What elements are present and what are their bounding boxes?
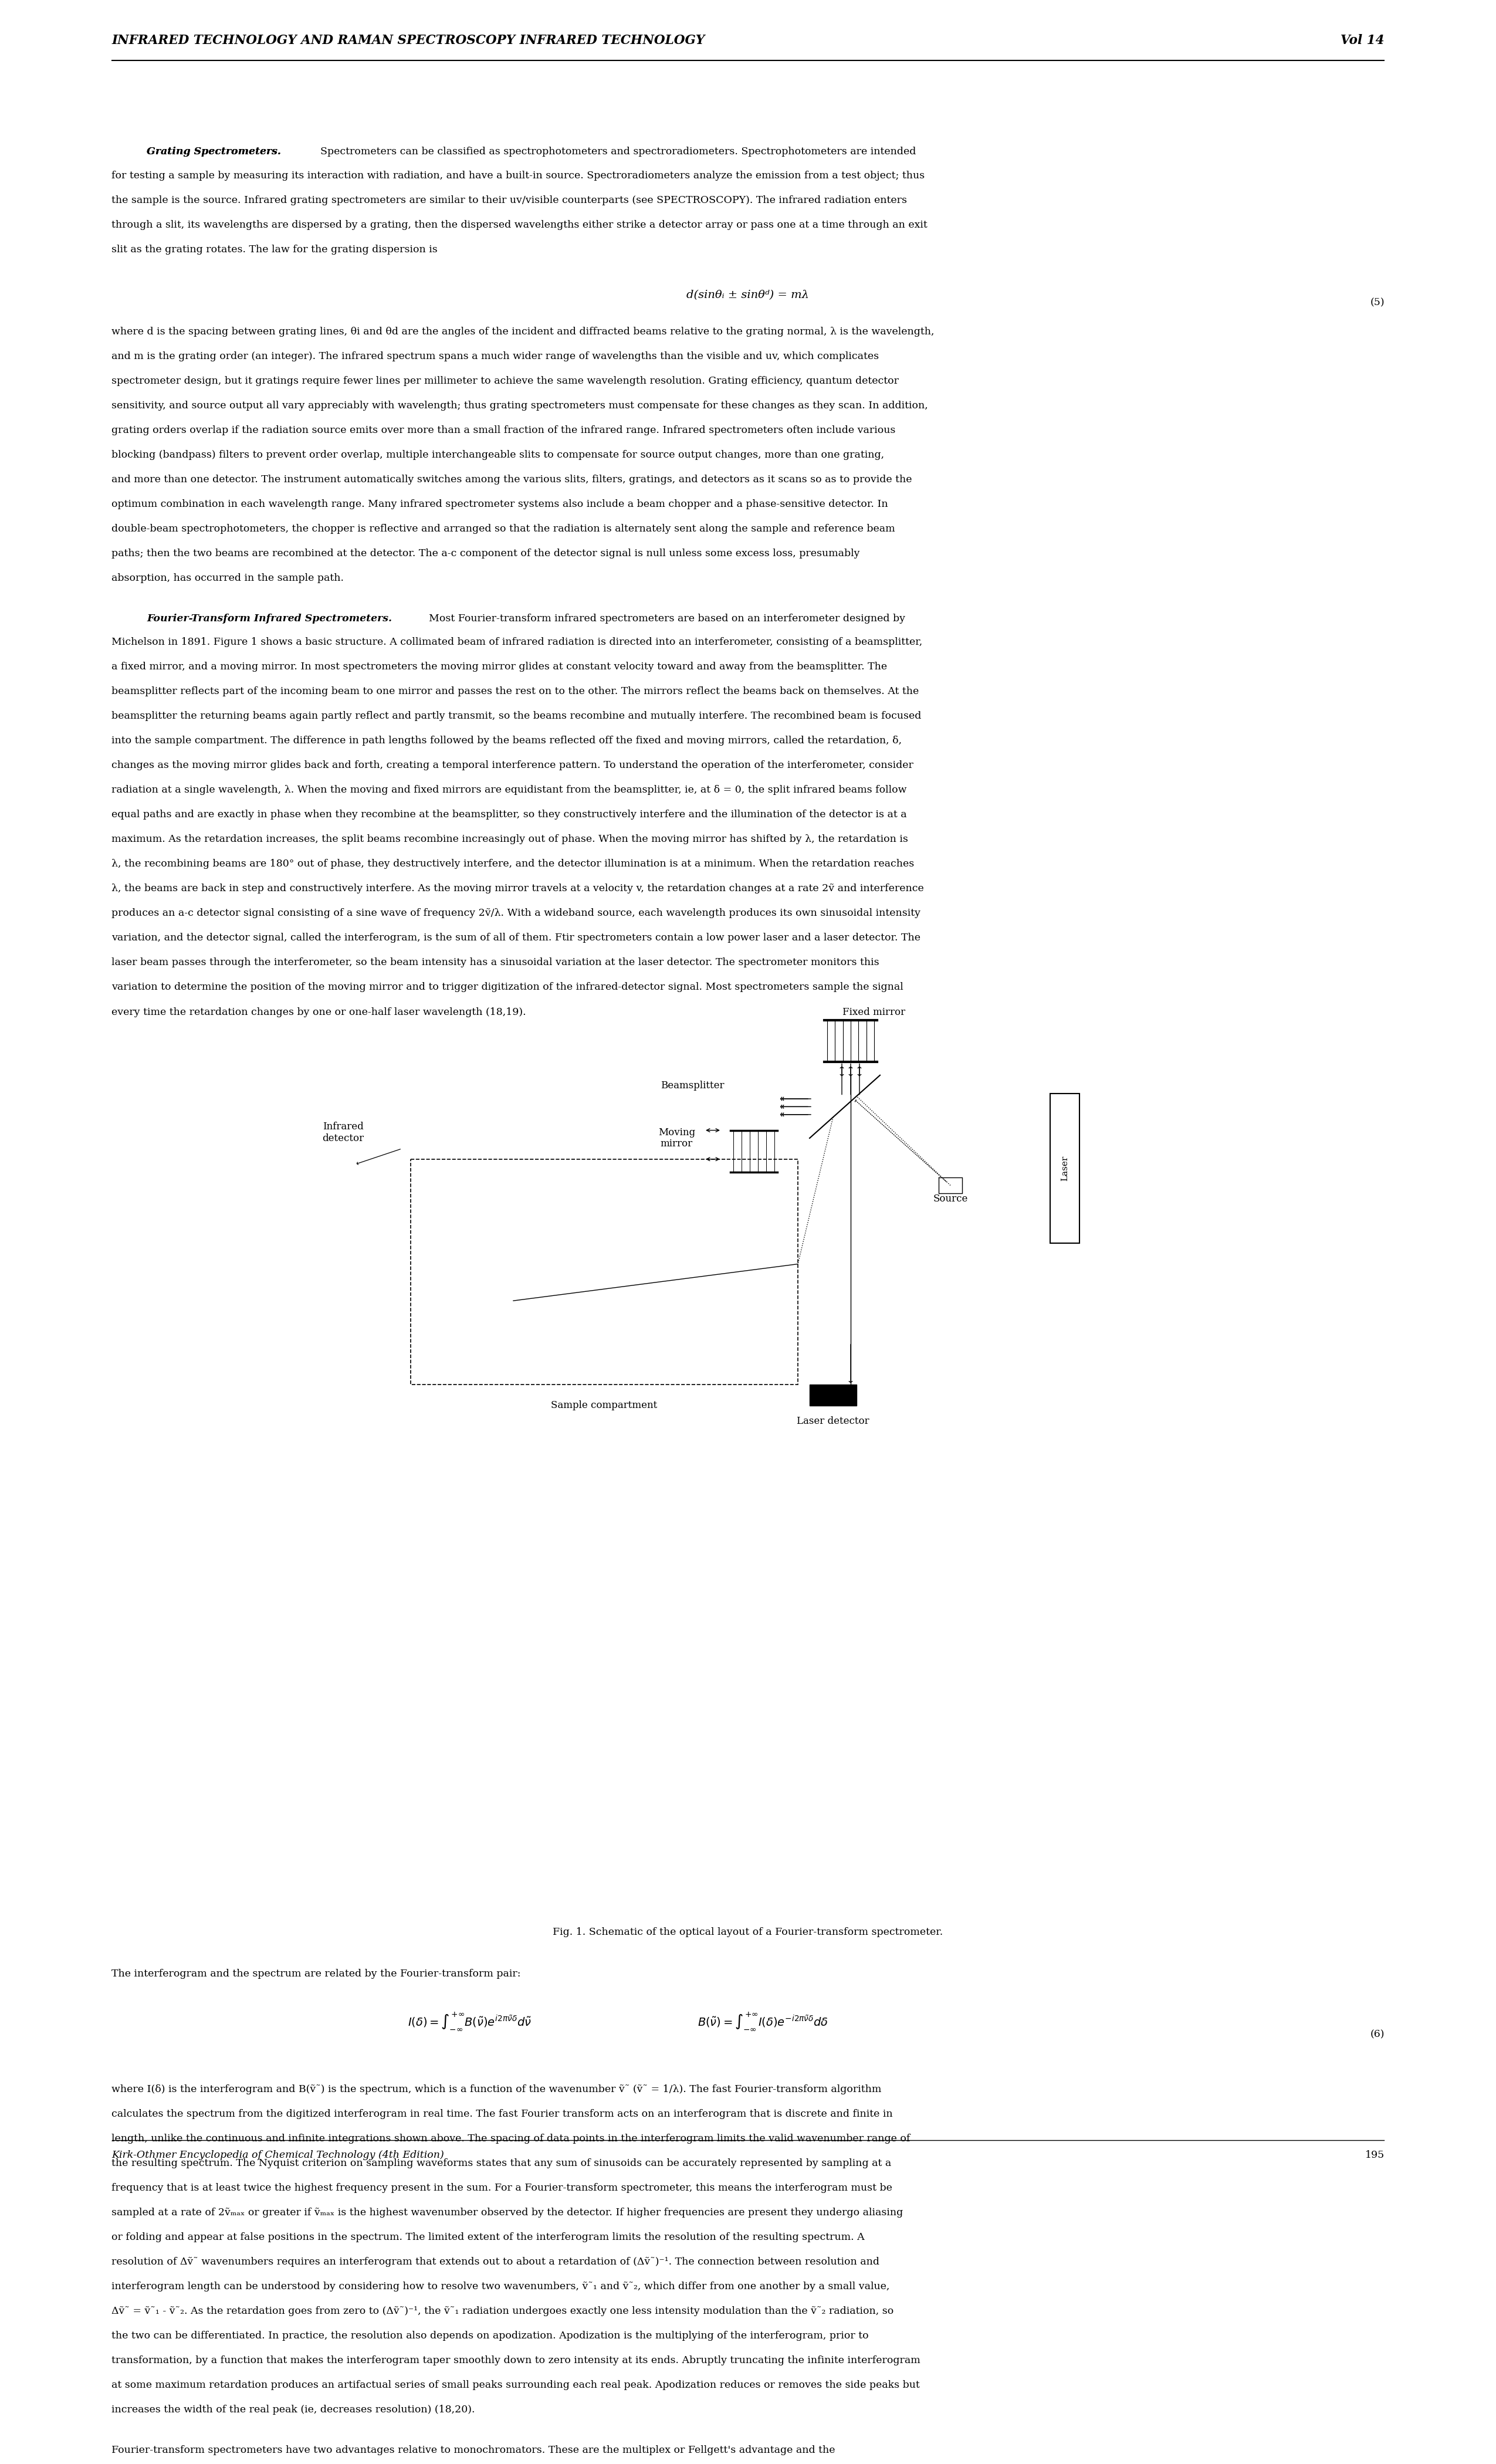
Text: slit as the grating rotates. The law for the grating dispersion is: slit as the grating rotates. The law for… <box>112 244 437 254</box>
Text: Fourier-Transform Infrared Spectrometers.: Fourier-Transform Infrared Spectrometers… <box>147 614 392 623</box>
Text: transformation, by a function that makes the interferogram taper smoothly down t: transformation, by a function that makes… <box>112 2356 920 2365</box>
Text: Laser: Laser <box>1061 1156 1070 1180</box>
Text: Spectrometers can be classified as spectrophotometers and spectroradiometers. Sp: Spectrometers can be classified as spect… <box>314 148 916 158</box>
Text: d(sinθᵢ ± sinθᵈ) = mλ: d(sinθᵢ ± sinθᵈ) = mλ <box>687 291 809 301</box>
Text: (6): (6) <box>1370 2030 1384 2040</box>
Text: equal paths and are exactly in phase when they recombine at the beamsplitter, so: equal paths and are exactly in phase whe… <box>112 811 907 821</box>
Text: (5): (5) <box>1370 298 1384 308</box>
Text: variation to determine the position of the moving mirror and to trigger digitiza: variation to determine the position of t… <box>112 983 904 993</box>
Text: frequency that is at least twice the highest frequency present in the sum. For a: frequency that is at least twice the hig… <box>112 2183 892 2193</box>
Text: Fourier-transform spectrometers have two advantages relative to monochromators. : Fourier-transform spectrometers have two… <box>112 2444 835 2454</box>
Text: produces an a-c detector signal consisting of a sine wave of frequency 2ṽ/λ. Wi: produces an a-c detector signal consisti… <box>112 909 920 919</box>
Text: the resulting spectrum. The Nyquist criterion on sampling waveforms states that : the resulting spectrum. The Nyquist crit… <box>112 2158 892 2168</box>
Text: λ, the recombining beams are 180° out of phase, they destructively interfere, an: λ, the recombining beams are 180° out of… <box>112 860 914 870</box>
Text: or folding and appear at false positions in the spectrum. The limited extent of : or folding and appear at false positions… <box>112 2232 865 2242</box>
Text: $B(\tilde{\nu}) = \int_{-\infty}^{+\infty} I(\delta) e^{-i2\pi\tilde{\nu}\delta}: $B(\tilde{\nu}) = \int_{-\infty}^{+\inft… <box>697 2011 829 2033</box>
Text: where I(δ) is the interferogram and B(ṽ˜) is the spectrum, which is a function o: where I(δ) is the interferogram and B(ṽ˜… <box>112 2085 881 2094</box>
Text: Δṽ˜ = ṽ˜₁ - ṽ˜₂. As the retardation goes from zero to (Δṽ˜)⁻¹, the ṽ˜₁ radiation: Δṽ˜ = ṽ˜₁ - ṽ˜₂. As the retardation goes… <box>112 2306 893 2316</box>
Text: grating orders overlap if the radiation source emits over more than a small frac: grating orders overlap if the radiation … <box>112 426 896 436</box>
Text: length, unlike the continuous and infinite integrations shown above. The spacing: length, unlike the continuous and infini… <box>112 2134 910 2144</box>
Text: Most Fourier-transform infrared spectrometers are based on an interferometer des: Most Fourier-transform infrared spectrom… <box>422 614 905 623</box>
Text: Michelson in 1891. Figure 1 shows a basic structure. A collimated beam of infrar: Michelson in 1891. Figure 1 shows a basi… <box>112 638 923 648</box>
Text: and m is the grating order (an integer). The infrared spectrum spans a much wide: and m is the grating order (an integer).… <box>112 352 880 362</box>
Text: the two can be differentiated. In practice, the resolution also depends on apodi: the two can be differentiated. In practi… <box>112 2331 869 2341</box>
Text: every time the retardation changes by one or one-half laser wavelength (18,19).: every time the retardation changes by on… <box>112 1008 527 1018</box>
Text: beamsplitter reflects part of the incoming beam to one mirror and passes the res: beamsplitter reflects part of the incomi… <box>112 687 919 697</box>
Text: Vol 14: Vol 14 <box>1340 34 1384 47</box>
Text: a fixed mirror, and a moving mirror. In most spectrometers the moving mirror gli: a fixed mirror, and a moving mirror. In … <box>112 663 887 673</box>
Text: $I(\delta) = \int_{-\infty}^{+\infty} B(\tilde{\nu}) e^{i2\pi\tilde{\nu}\delta} : $I(\delta) = \int_{-\infty}^{+\infty} B(… <box>407 2011 531 2033</box>
Text: spectrometer design, but it gratings require fewer lines per millimeter to achie: spectrometer design, but it gratings req… <box>112 377 899 387</box>
Text: Sample compartment: Sample compartment <box>551 1400 657 1409</box>
Text: variation, and the detector signal, called the interferogram, is the sum of all : variation, and the detector signal, call… <box>112 934 920 944</box>
Text: laser beam passes through the interferometer, so the beam intensity has a sinuso: laser beam passes through the interferom… <box>112 958 880 968</box>
Text: blocking (bandpass) filters to prevent order overlap, multiple interchangeable s: blocking (bandpass) filters to prevent o… <box>112 451 884 461</box>
Text: INFRARED TECHNOLOGY AND RAMAN SPECTROSCOPY INFRARED TECHNOLOGY: INFRARED TECHNOLOGY AND RAMAN SPECTROSCO… <box>112 34 705 47</box>
Text: maximum. As the retardation increases, the split beams recombine increasingly ou: maximum. As the retardation increases, t… <box>112 835 908 845</box>
Text: Source: Source <box>934 1193 968 1205</box>
Polygon shape <box>809 1385 857 1404</box>
Text: radiation at a single wavelength, λ. When the moving and fixed mirrors are equid: radiation at a single wavelength, λ. Whe… <box>112 786 907 796</box>
Text: resolution of Δṽ˜ wavenumbers requires an interferogram that extends out to abou: resolution of Δṽ˜ wavenumbers requires a… <box>112 2257 880 2267</box>
Text: and more than one detector. The instrument automatically switches among the vari: and more than one detector. The instrume… <box>112 476 913 485</box>
Text: optimum combination in each wavelength range. Many infrared spectrometer systems: optimum combination in each wavelength r… <box>112 500 889 510</box>
Text: sensitivity, and source output all vary appreciably with wavelength; thus gratin: sensitivity, and source output all vary … <box>112 402 928 411</box>
Text: The interferogram and the spectrum are related by the Fourier-transform pair:: The interferogram and the spectrum are r… <box>112 1969 521 1979</box>
Text: 195: 195 <box>1364 2151 1384 2161</box>
Text: Grating Spectrometers.: Grating Spectrometers. <box>147 148 281 158</box>
Text: Beamsplitter: Beamsplitter <box>661 1082 724 1092</box>
Text: beamsplitter the returning beams again partly reflect and partly transmit, so th: beamsplitter the returning beams again p… <box>112 712 922 722</box>
Text: sampled at a rate of 2ṽₘₐₓ or greater if ṽₘₐₓ is the highest wavenumber observed: sampled at a rate of 2ṽₘₐₓ or greater if… <box>112 2208 904 2218</box>
Text: through a slit, its wavelengths are dispersed by a grating, then the dispersed w: through a slit, its wavelengths are disp… <box>112 219 928 229</box>
Text: where d is the spacing between grating lines, θi and θd are the angles of the in: where d is the spacing between grating l… <box>112 328 935 338</box>
Text: changes as the moving mirror glides back and forth, creating a temporal interfer: changes as the moving mirror glides back… <box>112 761 914 771</box>
Text: for testing a sample by measuring its interaction with radiation, and have a bui: for testing a sample by measuring its in… <box>112 170 925 180</box>
Text: absorption, has occurred in the sample path.: absorption, has occurred in the sample p… <box>112 574 344 584</box>
Text: into the sample compartment. The difference in path lengths followed by the beam: into the sample compartment. The differe… <box>112 737 902 747</box>
Text: Kirk-Othmer Encyclopedia of Chemical Technology (4th Edition): Kirk-Othmer Encyclopedia of Chemical Tec… <box>112 2151 444 2161</box>
Text: Grating Spectrometers.: Grating Spectrometers. <box>147 148 281 158</box>
Text: Infrared
detector: Infrared detector <box>322 1121 364 1143</box>
Text: Fig. 1. Schematic of the optical layout of a Fourier-transform spectrometer.: Fig. 1. Schematic of the optical layout … <box>554 1927 942 1937</box>
Text: paths; then the two beams are recombined at the detector. The a-c component of t: paths; then the two beams are recombined… <box>112 549 860 559</box>
Text: Laser detector: Laser detector <box>797 1417 869 1427</box>
Text: interferogram length can be understood by considering how to resolve two wavenum: interferogram length can be understood b… <box>112 2282 890 2292</box>
Text: calculates the spectrum from the digitized interferogram in real time. The fast : calculates the spectrum from the digitiz… <box>112 2109 893 2119</box>
Text: Moving
mirror: Moving mirror <box>658 1129 696 1148</box>
Text: at some maximum retardation produces an artifactual series of small peaks surrou: at some maximum retardation produces an … <box>112 2380 920 2390</box>
Text: double-beam spectrophotometers, the chopper is reflective and arranged so that t: double-beam spectrophotometers, the chop… <box>112 525 895 535</box>
Text: Fixed mirror: Fixed mirror <box>842 1008 905 1018</box>
Text: λ, the beams are back in step and constructively interfere. As the moving mirror: λ, the beams are back in step and constr… <box>112 885 925 894</box>
Text: the sample is the source. Infrared grating spectrometers are similar to their uv: the sample is the source. Infrared grati… <box>112 195 907 205</box>
Text: increases the width of the real peak (ie, decreases resolution) (18,20).: increases the width of the real peak (ie… <box>112 2405 474 2415</box>
